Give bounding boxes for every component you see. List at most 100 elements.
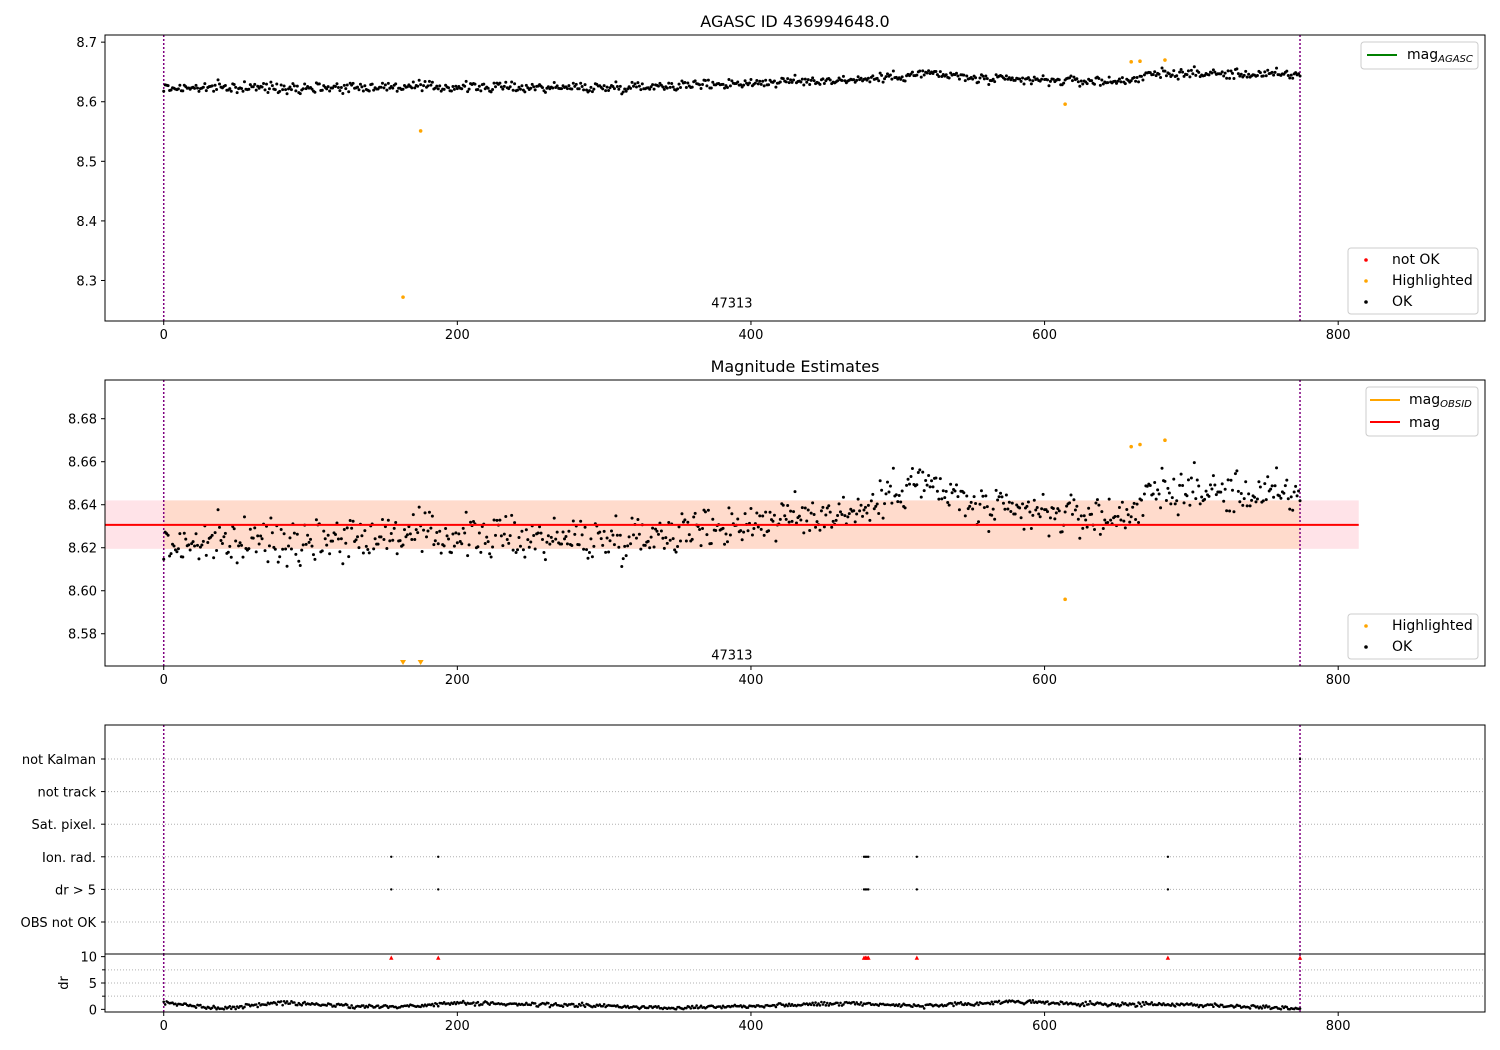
ok-point: [1188, 503, 1192, 507]
ok-point: [301, 543, 305, 547]
ok-point: [269, 80, 273, 84]
ok-point: [1073, 508, 1077, 512]
ok-point: [294, 89, 298, 93]
ok-point: [721, 526, 725, 530]
ok-point: [756, 525, 760, 529]
x-tick-label: 400: [739, 1019, 764, 1034]
dr-point: [1267, 1005, 1271, 1008]
ok-point: [552, 81, 556, 85]
ok-point: [1291, 76, 1295, 80]
dr-point: [376, 1004, 380, 1007]
ok-point: [505, 538, 509, 542]
ok-point: [830, 525, 834, 529]
x-tick-label: 800: [1326, 328, 1351, 343]
ok-point: [1182, 501, 1186, 505]
ok-point: [646, 539, 650, 543]
ok-point: [426, 529, 430, 533]
ok-point: [510, 80, 514, 84]
ok-point: [326, 533, 330, 537]
ok-point: [383, 83, 387, 87]
ok-point: [1057, 509, 1061, 513]
ok-point: [1223, 71, 1227, 75]
ok-point: [1294, 484, 1298, 488]
ok-point: [740, 538, 744, 542]
ok-point: [1141, 78, 1145, 82]
ok-point: [840, 79, 844, 83]
ok-point: [560, 542, 564, 546]
ok-point: [611, 84, 615, 88]
ok-point: [962, 73, 966, 77]
dr-point: [820, 1000, 823, 1004]
ok-point: [1242, 497, 1246, 501]
ok-point: [347, 555, 351, 559]
ok-point: [288, 85, 292, 89]
ok-point: [614, 80, 618, 84]
ok-point: [1157, 72, 1161, 76]
ok-point: [345, 526, 349, 530]
dr-point: [689, 1007, 693, 1010]
dr-point: [739, 1004, 742, 1007]
ok-point: [856, 75, 860, 79]
ok-point: [567, 84, 571, 88]
ok-point: [361, 551, 365, 555]
ok-point: [162, 89, 166, 93]
ok-point: [1245, 504, 1249, 508]
ok-point: [256, 534, 260, 538]
ok-point: [201, 539, 205, 543]
ok-point: [356, 535, 360, 539]
dr-point: [488, 1003, 491, 1006]
ok-point: [956, 74, 960, 78]
ok-point: [617, 87, 621, 91]
x-tick-label: 400: [739, 328, 764, 343]
ok-point: [1084, 518, 1088, 522]
ok-point: [452, 87, 456, 91]
ok-point: [756, 82, 760, 86]
ok-point: [752, 527, 756, 531]
ok-point: [486, 86, 490, 90]
ok-point: [690, 537, 694, 541]
ok-point: [739, 83, 743, 87]
ok-point: [1085, 82, 1089, 86]
ok-point: [1261, 74, 1265, 78]
ok-point: [527, 545, 531, 549]
ok-point: [897, 493, 901, 497]
ok-point: [1235, 67, 1239, 71]
ok-point: [1273, 70, 1277, 74]
ok-point: [809, 78, 813, 82]
ok-point: [364, 544, 368, 548]
ok-point: [987, 83, 991, 87]
ok-point: [665, 86, 669, 90]
dr-point: [334, 1005, 337, 1008]
ok-point: [382, 86, 386, 90]
ok-point: [767, 83, 771, 87]
ok-point: [1021, 502, 1025, 506]
ok-point: [386, 518, 390, 522]
ok-point: [771, 519, 775, 523]
ok-point: [1076, 517, 1080, 521]
dr-point: [228, 1004, 232, 1008]
dr-point: [329, 1003, 333, 1006]
dr-point: [809, 1003, 813, 1007]
ok-point: [993, 517, 997, 521]
ok-point: [449, 89, 453, 93]
dr-point: [448, 1003, 452, 1006]
ok-point: [1214, 493, 1218, 497]
middle-obsid-annotation: 47313: [711, 649, 752, 664]
legend-not-ok-marker: [1364, 258, 1368, 262]
ok-point: [360, 534, 364, 538]
ok-point: [176, 87, 180, 91]
ok-point: [831, 519, 835, 523]
x-tick-label: 400: [739, 673, 764, 688]
ok-point: [910, 467, 914, 471]
ok-point: [439, 551, 443, 555]
ok-point: [571, 81, 575, 85]
dr-point: [572, 1002, 575, 1006]
ok-point: [916, 470, 920, 474]
ok-point: [711, 80, 715, 84]
ok-point: [1029, 526, 1033, 530]
ok-point: [482, 82, 486, 86]
ok-point: [764, 78, 768, 82]
ok-point: [589, 85, 593, 89]
ok-point: [413, 86, 417, 90]
flag-point: [1166, 888, 1170, 891]
